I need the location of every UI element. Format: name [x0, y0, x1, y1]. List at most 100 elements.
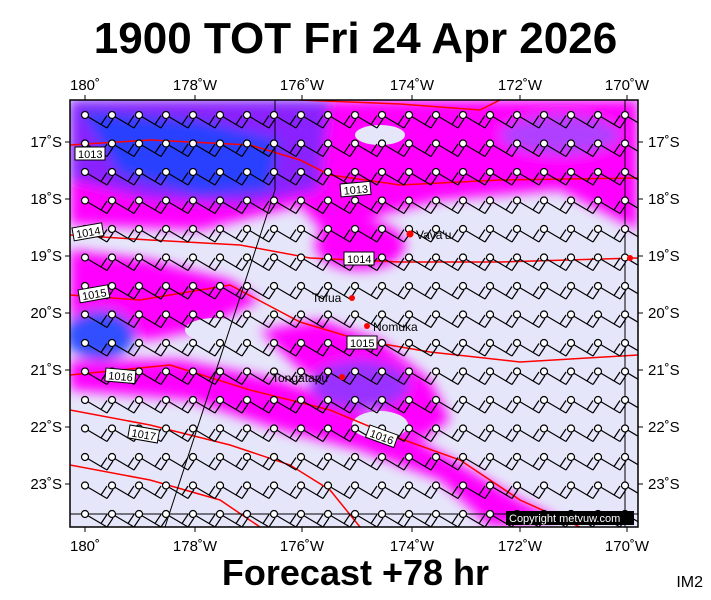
wind-barb [404, 139, 438, 158]
lon-label-bottom: 180˚ [70, 538, 100, 555]
wind-barb [431, 167, 465, 186]
wind-barb [377, 110, 411, 129]
wind-barb [107, 338, 141, 357]
wind-barb [134, 481, 168, 500]
wind-barb [188, 452, 222, 471]
wind-barb [512, 452, 546, 471]
wind-barb [350, 139, 384, 158]
wind-barb [296, 509, 330, 527]
wind-barb [107, 110, 141, 129]
calm-patch [355, 125, 405, 145]
wind-barb [161, 110, 195, 129]
wind-barb [404, 424, 438, 443]
wind-barb [377, 452, 411, 471]
wind-barb [566, 110, 600, 129]
wind-barb [188, 481, 222, 500]
wind-barb [350, 509, 384, 527]
wind-barb [296, 424, 330, 443]
wind-barb [323, 338, 357, 357]
wind-barb [161, 167, 195, 186]
wind-barb [431, 452, 465, 471]
wind-barb [323, 281, 357, 300]
wind-barb [323, 509, 357, 527]
wind-barb [377, 139, 411, 158]
lon-label-bottom: 178˚W [173, 538, 218, 555]
wind-barb [80, 167, 114, 186]
isobar-1015 [70, 284, 638, 363]
lon-label-bottom: 170˚W [605, 538, 650, 555]
wind-barb [296, 167, 330, 186]
lat-label-right: 17˚S [648, 134, 680, 151]
wind-barb [593, 110, 627, 129]
wind-barb [107, 310, 141, 329]
wind-barb [323, 424, 357, 443]
wind-barb [539, 367, 573, 386]
wind-barb [431, 509, 465, 527]
wind-barb [134, 253, 168, 272]
wind-barb [431, 424, 465, 443]
isobar-labels: 1013 1013 1014 1014 1015 1015 1016 1016 … [71, 146, 399, 449]
wind-barb [134, 395, 168, 414]
wind-barb [269, 452, 303, 471]
wind-barb [593, 452, 627, 471]
wind-barb [431, 196, 465, 215]
wind-barb [539, 481, 573, 500]
wind-barb [620, 281, 638, 295]
wind-barb [566, 367, 600, 386]
lat-label-left: 20˚S [30, 305, 62, 322]
wind-barb [296, 281, 330, 300]
wind-barb [566, 481, 600, 500]
wind-barb [80, 310, 114, 329]
place-vavau: Vava'u [416, 228, 451, 242]
wind-barb [215, 367, 249, 386]
wind-barb [107, 196, 141, 215]
wind-barb [404, 509, 438, 527]
calm-patch [185, 318, 245, 342]
wind-barb [215, 424, 249, 443]
wind-barb [296, 110, 330, 129]
wind-barb [404, 281, 438, 300]
wind-barb [593, 481, 627, 500]
lon-label-top: 174˚W [390, 77, 435, 94]
isobar-1013-north [299, 100, 501, 111]
wind-barb [566, 424, 600, 443]
wind-barb [242, 481, 276, 500]
wind-barb [269, 424, 303, 443]
wind-barb [431, 110, 465, 129]
wind-barb [620, 367, 638, 380]
isobar-1017 [70, 409, 361, 527]
wind-barb [296, 224, 330, 243]
wind-barb [485, 310, 519, 329]
wind-barb [512, 481, 546, 500]
wind-barb [485, 110, 519, 129]
wind-barb [566, 253, 600, 272]
wind-barb [188, 139, 222, 158]
wind-barb [215, 196, 249, 215]
wind-barb [458, 509, 492, 527]
wind-barb [593, 196, 627, 215]
wind-barb [620, 224, 638, 238]
wind-barb [485, 367, 519, 386]
wind-barb [620, 481, 638, 494]
image-code: IM2 [676, 574, 703, 591]
wind-barb [539, 167, 573, 186]
wind-barb [215, 395, 249, 414]
wind-barb [269, 281, 303, 300]
wind-barb [80, 481, 114, 500]
wind-barb [215, 452, 249, 471]
lon-label-top: 176˚W [280, 77, 325, 94]
wind-barb [458, 139, 492, 158]
wind-barb [296, 139, 330, 158]
wind-barb [620, 196, 638, 209]
wind-barb [485, 224, 519, 243]
wind-barb [107, 253, 141, 272]
wind-barb [161, 196, 195, 215]
wind-barb [80, 338, 114, 357]
wind-barb [593, 139, 627, 158]
wind-barb [242, 338, 276, 357]
wind-barb [512, 139, 546, 158]
wind-barb [188, 281, 222, 300]
wind-barb [107, 481, 141, 500]
wind-barb [377, 224, 411, 243]
